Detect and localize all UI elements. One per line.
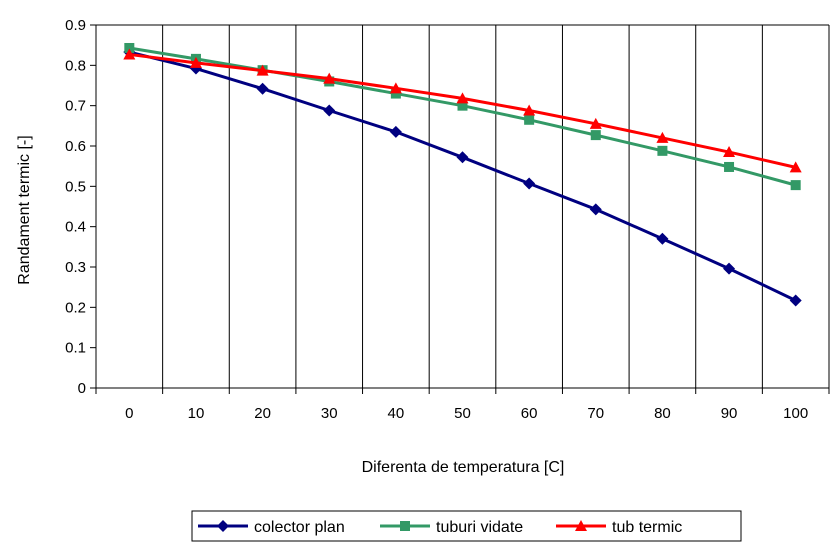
x-tick-label: 10: [188, 405, 205, 422]
data-point: [589, 203, 602, 216]
data-point: [724, 161, 735, 172]
x-tick-label: 80: [654, 405, 671, 422]
axes: [90, 24, 830, 394]
y-tick-labels: 0 0.1 0.2 0.3 0.4 0.5 0.6 0.7 0.8 0.9: [65, 17, 86, 397]
x-axis-title: Diferenta de temperatura [C]: [362, 459, 565, 476]
data-point: [523, 104, 536, 116]
y-tick-label: 0.5: [65, 178, 86, 195]
x-tick-label: 90: [721, 405, 738, 422]
legend: colector plan tuburi vidate tub termic: [191, 510, 742, 542]
series-0: [123, 46, 802, 307]
data-point: [723, 146, 736, 158]
data-point: [456, 92, 469, 104]
y-tick-label: 0.2: [65, 299, 86, 316]
grid: [96, 24, 830, 388]
legend-label: tuburi vidate: [436, 519, 523, 536]
data-point: [524, 114, 535, 125]
data-point: [389, 125, 402, 138]
y-tick-label: 0: [78, 380, 86, 397]
data-point: [189, 62, 202, 75]
series-lines: [123, 42, 802, 307]
data-point: [656, 232, 669, 245]
data-point: [656, 131, 669, 143]
series-2: [123, 48, 802, 173]
y-tick-label: 0.6: [65, 138, 86, 155]
x-tick-label: 50: [454, 405, 471, 422]
y-tick-label: 0.9: [65, 17, 86, 34]
data-point: [589, 117, 602, 129]
legend-swatch-marker: [217, 520, 229, 532]
data-point: [390, 88, 401, 99]
data-point: [789, 294, 802, 307]
y-tick-label: 0.1: [65, 340, 86, 357]
x-tick-label: 100: [783, 405, 808, 422]
data-point: [523, 177, 536, 190]
x-tick-labels: 0 10 20 30 40 50 60 70 80 90 100: [125, 405, 808, 422]
x-tick-label: 0: [125, 405, 133, 422]
data-point: [189, 56, 202, 68]
data-point: [789, 161, 802, 173]
data-point: [657, 145, 668, 156]
data-point: [124, 42, 135, 53]
data-point: [590, 130, 601, 141]
legend-swatch-marker: [575, 520, 587, 531]
x-tick-label: 30: [321, 405, 338, 422]
y-tick-label: 0.8: [65, 57, 86, 74]
legend-box: [191, 510, 742, 542]
x-tick-label: 70: [587, 405, 604, 422]
data-point: [123, 48, 136, 60]
legend-label: tub termic: [612, 519, 682, 536]
x-tick-label: 20: [254, 405, 271, 422]
y-tick-label: 0.3: [65, 259, 86, 276]
data-point: [790, 180, 801, 191]
data-point: [323, 104, 336, 117]
data-point: [389, 82, 402, 94]
y-axis-title: Randament termic [-]: [16, 135, 33, 284]
y-tick-label: 0.4: [65, 219, 86, 236]
legend-swatch-marker: [400, 521, 410, 531]
x-tick-label: 60: [521, 405, 538, 422]
data-point: [456, 151, 469, 164]
x-tick-label: 40: [388, 405, 405, 422]
legend-label: colector plan: [254, 519, 345, 536]
data-point: [256, 82, 269, 95]
data-point: [457, 100, 468, 111]
data-point: [256, 64, 269, 76]
data-point: [723, 262, 736, 275]
data-point: [323, 72, 336, 84]
y-tick-label: 0.7: [65, 98, 86, 115]
